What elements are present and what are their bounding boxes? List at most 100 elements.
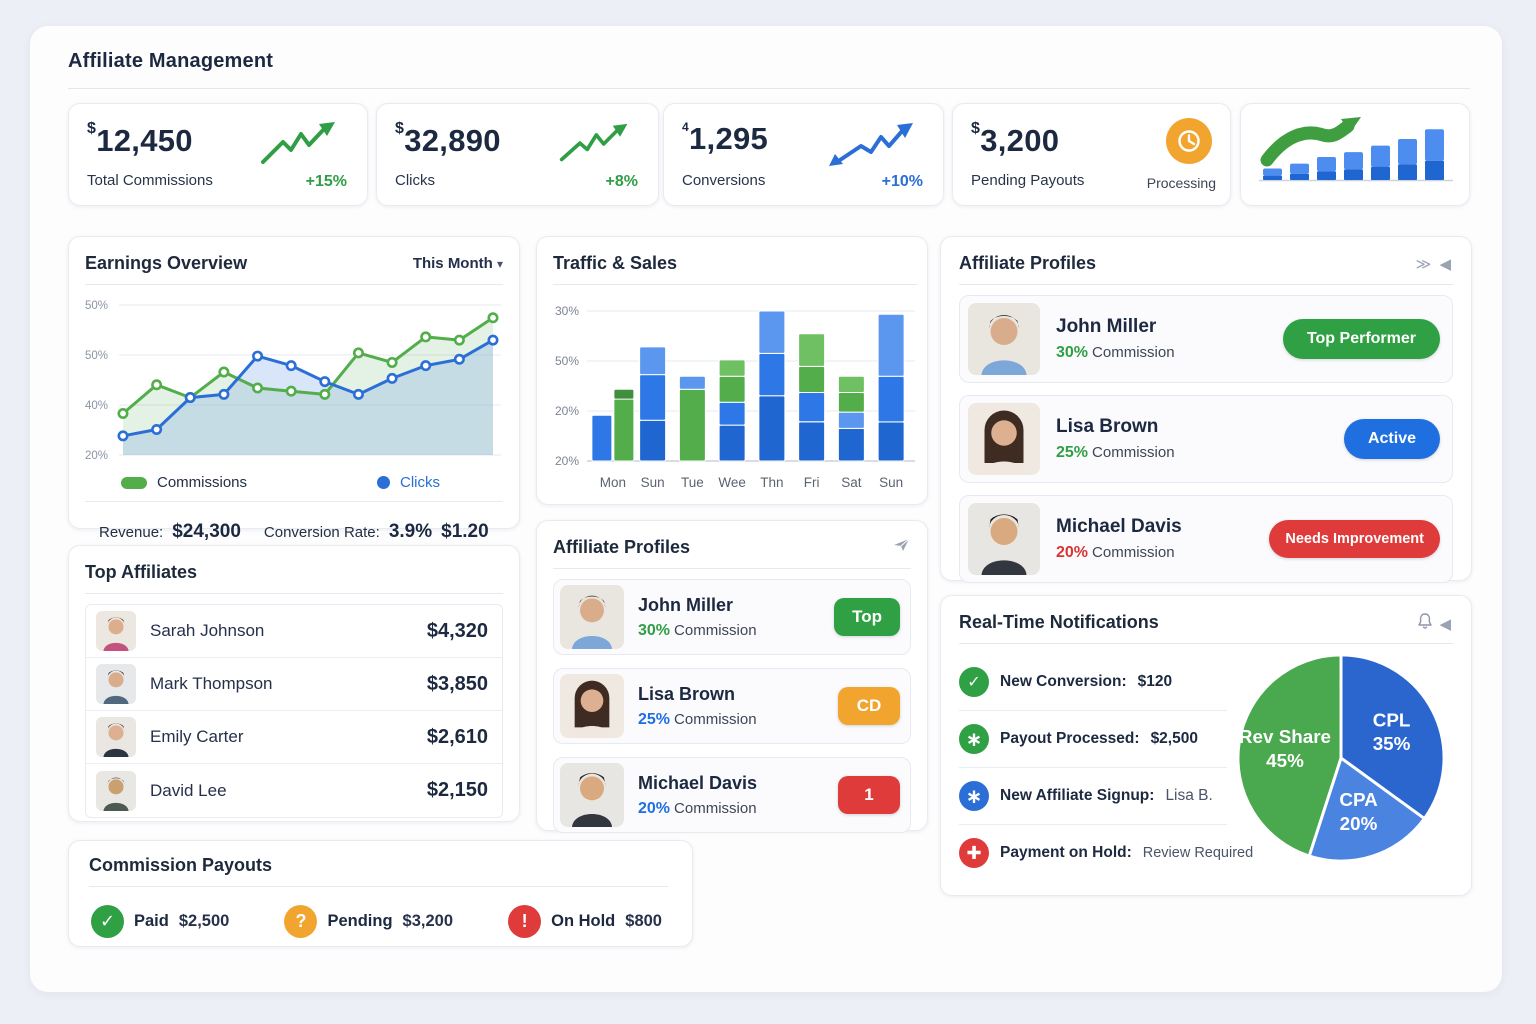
status-badge: CD <box>838 687 900 725</box>
svg-text:40%: 40% <box>85 400 108 412</box>
stat-card-mini-trend <box>1240 103 1470 206</box>
svg-text:Thn: Thn <box>760 475 783 490</box>
plus-icon: ✚ <box>959 838 989 868</box>
divider <box>553 284 917 285</box>
clicks-swatch-icon <box>377 476 391 489</box>
svg-text:Fri: Fri <box>804 475 820 490</box>
bell-icon[interactable] <box>1417 612 1433 633</box>
notification-item: ✓ New Conversion: $120 <box>959 654 1227 711</box>
affiliate-name: David Lee <box>150 780 227 800</box>
stat-value: $12,450 <box>87 120 193 158</box>
commission-pct: 25% <box>638 710 671 728</box>
card-title: Real-Time Notifications <box>959 612 1159 632</box>
collapse-triangle-icon[interactable]: ◀ <box>1439 255 1453 273</box>
stat-label: Pending Payouts <box>971 172 1085 189</box>
affiliate-row[interactable]: Michael Davis 20% Commission Needs Improv… <box>959 495 1453 583</box>
page-title: Affiliate Management <box>68 50 274 72</box>
commissions-swatch-icon <box>121 476 147 489</box>
avatar <box>560 763 624 827</box>
header-divider <box>68 88 1470 89</box>
card-title: Affiliate Profiles <box>959 253 1097 273</box>
stat-delta: +10% <box>881 173 923 190</box>
affiliate-name: Michael Davis <box>1056 516 1182 537</box>
notification-label: New Conversion: <box>1000 673 1127 690</box>
payout-label: Paid <box>134 912 169 930</box>
stat-value: 41,295 <box>682 120 769 156</box>
commission-pct: 25% <box>1056 444 1089 461</box>
list-item[interactable]: Mark Thompson $3,850 <box>86 658 502 711</box>
forward-arrows-icon[interactable]: ≫ <box>1415 255 1434 273</box>
check-icon: ✓ <box>91 905 124 938</box>
stat-card-conversions: 41,295 Conversions +10% <box>663 103 944 206</box>
affiliate-profiles-card-middle: Affiliate Profiles John Miller 30% Commis… <box>536 520 928 833</box>
commission-pct: 30% <box>638 621 671 639</box>
divider <box>85 501 503 502</box>
list-item[interactable]: Emily Carter $2,610 <box>86 711 502 764</box>
uptrend-sparkline-icon <box>829 123 913 166</box>
affiliate-name: Lisa Brown <box>638 683 736 704</box>
payout-label: On Hold <box>551 912 616 930</box>
payout-value: $2,500 <box>178 912 230 930</box>
commission-label: Commission <box>1092 544 1175 561</box>
commission-pct: 20% <box>1056 544 1089 561</box>
commission-pct: 30% <box>1056 344 1089 361</box>
divider <box>959 284 1453 285</box>
divider <box>89 886 668 887</box>
notification-item: ∗ Payout Processed: $2,500 <box>959 711 1227 768</box>
notification-label: New Affiliate Signup: <box>1000 787 1155 804</box>
affiliate-row[interactable]: Lisa Brown 25% Commission Active <box>959 395 1453 483</box>
payouts-row: ✓ Paid $2,500 ? Pending $3,200 ! On Hold… <box>89 897 668 938</box>
svg-text:50%: 50% <box>85 300 108 312</box>
list-item[interactable]: David Lee $2,150 <box>86 764 502 817</box>
revenue-value: $24,300 <box>172 521 241 542</box>
avatar <box>560 585 624 649</box>
collapse-triangle-icon[interactable]: ◀ <box>1439 615 1453 633</box>
affiliate-amount: $3,850 <box>426 672 488 695</box>
currency-sign: $ <box>87 120 97 137</box>
affiliate-row[interactable]: Lisa Brown 25% Commission CD <box>553 668 911 744</box>
svg-text:50%: 50% <box>555 354 579 368</box>
svg-text:Wee: Wee <box>718 475 746 490</box>
stat-card-total-commissions: $12,450 Total Commissions +15% <box>68 103 368 206</box>
conversion-rate-value: 3.9% <box>388 521 433 542</box>
range-selector[interactable]: This Month ▾ <box>412 255 503 272</box>
stat-value: $32,890 <box>395 120 501 158</box>
chart-legend: Commissions Clicks <box>121 474 503 491</box>
stat-delta: +15% <box>305 173 347 190</box>
payout-item: ✓ Paid $2,500 <box>91 905 229 938</box>
status-badge: Top Performer <box>1282 319 1440 359</box>
status-badge: Top <box>834 598 900 636</box>
send-icon[interactable] <box>893 538 911 557</box>
check-icon: ✓ <box>959 667 989 697</box>
affiliate-amount: $2,610 <box>426 725 488 748</box>
affiliate-row[interactable]: John Miller 30% Commission Top <box>553 579 911 655</box>
asterisk-icon: ∗ <box>959 781 989 811</box>
avatar <box>560 674 624 738</box>
legend-label: Commissions <box>157 474 248 491</box>
divider <box>959 643 1453 644</box>
list-item[interactable]: Sarah Johnson $4,320 <box>86 605 502 658</box>
stat-label: Total Commissions <box>87 172 213 189</box>
card-title: Top Affiliates <box>85 562 197 582</box>
top-affiliates-list: Sarah Johnson $4,320 Mark Thompson $3,85… <box>85 604 503 818</box>
currency-sign: $ <box>971 120 981 137</box>
notification-label: Payout Processed: <box>1000 730 1140 747</box>
avatar <box>96 611 136 651</box>
card-title: Commission Payouts <box>89 855 273 875</box>
top-affiliates-card: Top Affiliates Sarah Johnson $4,320 Mark… <box>68 545 520 822</box>
exclamation-icon: ! <box>508 905 542 938</box>
notification-value: $120 <box>1137 673 1173 690</box>
affiliate-row[interactable]: John Miller 30% Commission Top Performer <box>959 295 1453 383</box>
svg-text:Sat: Sat <box>841 475 862 490</box>
epc-value: $1.20 <box>441 521 489 542</box>
notification-label: Payment on Hold: <box>1000 844 1132 861</box>
uptrend-sparkline-icon <box>559 123 628 162</box>
svg-text:20%: 20% <box>555 404 579 418</box>
divider <box>85 593 503 594</box>
affiliate-row[interactable]: Michael Davis 20% Commission 1 <box>553 757 911 833</box>
status-badge: 1 <box>838 776 900 814</box>
traffic-sales-card: Traffic & Sales 30% 50% 20% 20% Mon Sun Tue Wee… <box>536 236 928 505</box>
notification-value: Lisa B. <box>1165 787 1213 804</box>
